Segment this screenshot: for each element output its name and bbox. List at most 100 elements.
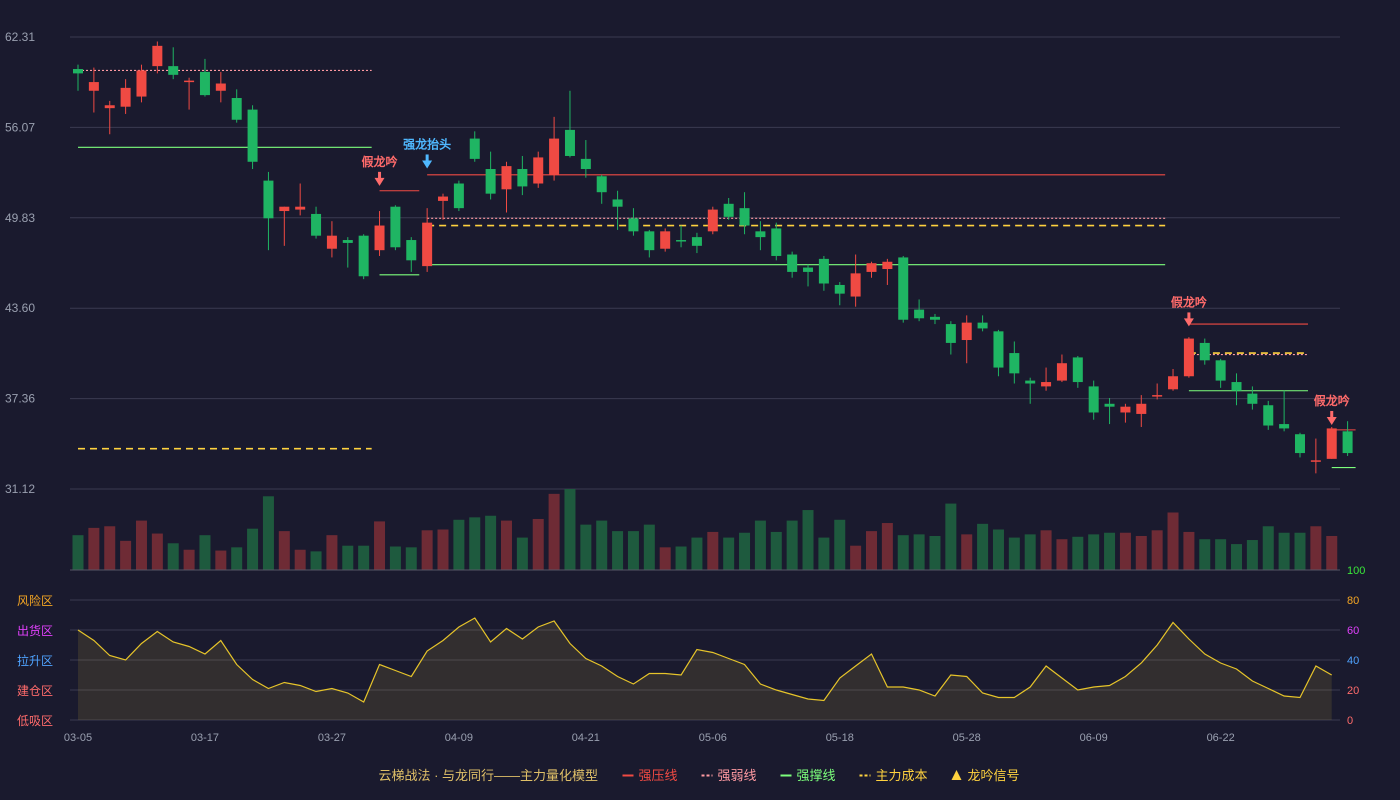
price-axis-labels: 62.31 56.07 49.83 43.60 37.36 31.12 [5,30,35,496]
volume-bar [104,526,116,570]
candle-body [406,240,417,261]
candle-body [390,206,401,248]
legend: 云梯战法 · 与龙同行——主力量化模型 强压线 强弱线 强撑线 主力成本 龙吟信号 [379,768,1020,783]
indicator-tick-label: 40 [1347,655,1359,667]
signal-arrow-stem [425,154,429,162]
volume-bar [516,537,528,570]
price-tick-label: 62.31 [5,30,35,44]
volume-bar [675,546,687,570]
candle-body [73,69,83,74]
volume-bar [278,531,290,570]
candle-body [1025,380,1036,384]
candle-body [120,87,131,107]
signal-arrow-stem [1330,410,1334,418]
volume-bar [1040,530,1052,570]
volume-bar [580,524,592,570]
signal-arrow [422,160,433,169]
candle-body [707,209,718,232]
candle-body [961,322,972,341]
volume-bar [88,527,100,570]
date-tick-label: 03-27 [318,732,346,744]
candle-body [231,98,242,120]
candle-body [882,261,893,270]
indicator-area [78,618,1332,720]
legend-title: 云梯战法 · 与龙同行——主力量化模型 [379,768,599,783]
candle-body [1041,382,1052,387]
volume-bar [1072,536,1084,570]
volume-bar [1008,537,1020,570]
volume-bar [834,519,846,570]
candle-body [787,254,798,272]
volume-bar [326,535,338,570]
volume-bar [739,532,751,570]
candle-body [152,45,163,67]
indicator-tick-label: 100 [1347,565,1365,577]
volume-bar [1310,526,1322,570]
candle-body [739,208,750,226]
candle-body [1183,338,1194,377]
signal-label: 强龙抬头 [403,136,451,151]
volume-bar [1135,535,1147,570]
indicator-tick-label: 0 [1347,715,1353,727]
date-tick-label: 05-18 [826,732,854,744]
signal-arrow-stem [378,171,382,179]
volume-bar [897,535,909,570]
volume-bar [1231,544,1243,570]
candle-body [803,267,814,272]
candle-body [898,257,909,320]
price-tick-label: 49.83 [5,211,35,225]
candle-body [438,196,449,201]
volume-bar [1246,540,1258,570]
volume-bar [961,534,973,570]
candle-body [469,138,480,159]
candle-body [215,83,226,91]
volume-bar [72,535,84,570]
indicator-tick-label: 80 [1347,595,1359,607]
volume-bar [627,531,639,570]
volume-bar [215,550,227,570]
volume-bar [1119,532,1131,570]
candle-body [1215,360,1226,381]
volume-bar [389,546,401,570]
volume-bar [707,531,719,570]
candle-body [660,231,671,249]
candle-body [914,309,925,319]
candle-body [771,228,782,256]
candle-body [644,231,655,251]
signal-label: 假龙吟 [362,154,398,169]
candles [73,41,1353,474]
volume-bar [151,533,163,570]
candle-body [1104,403,1115,407]
candle-body [596,176,607,193]
candle-body [342,240,353,243]
candle-body [326,235,337,249]
volume-bar [754,520,766,570]
candle-body [1152,395,1163,397]
volume-bar [294,549,306,570]
candle-body [1168,376,1179,390]
volume-bar [500,520,512,570]
volume-bar [945,503,957,570]
volume-bar [612,531,624,570]
volume-bar [405,547,417,570]
candle-body [1326,428,1337,459]
volume-bar [1215,539,1227,570]
candle-body [866,263,877,272]
candle-body [422,222,433,267]
candle-body [850,273,861,297]
volume-bar [866,531,877,570]
signal-arrow [1326,416,1337,425]
candle-body [1136,403,1147,414]
volume-bar [548,493,560,570]
indicator-zone-label: 风险区 [17,593,53,608]
candle-body [104,105,115,109]
candle-body [612,199,623,207]
candle-body [136,70,147,97]
candle-body [1263,405,1274,426]
volume-bar [913,534,925,570]
candle-body [977,322,988,329]
volume-bar [1199,539,1211,570]
candle-body [88,82,99,91]
candle-body [295,206,306,210]
candle-body [533,157,544,184]
